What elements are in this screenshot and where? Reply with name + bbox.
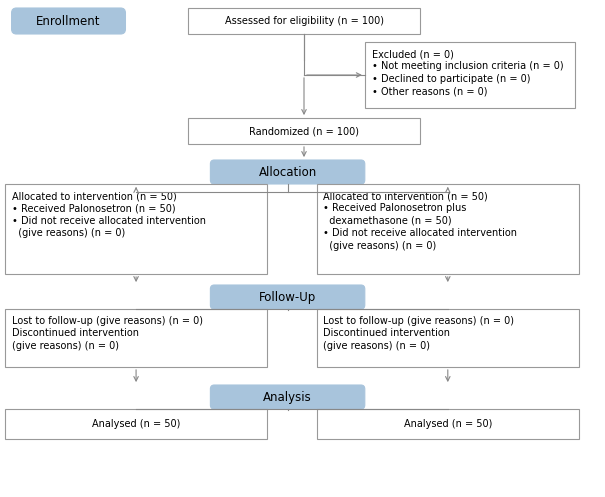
Text: Analysed (n = 50): Analysed (n = 50) [92,419,180,429]
FancyBboxPatch shape [5,184,267,274]
Text: Allocation: Allocation [258,166,317,178]
FancyBboxPatch shape [365,42,575,108]
Text: Allocated to intervention (n = 50)
• Received Palonosetron (n = 50)
• Did not re: Allocated to intervention (n = 50) • Rec… [11,191,206,238]
FancyBboxPatch shape [188,118,420,144]
Text: Analysis: Analysis [263,391,312,404]
FancyBboxPatch shape [211,160,365,184]
Text: Excluded (n = 0)
• Not meeting inclusion criteria (n = 0)
• Declined to particip: Excluded (n = 0) • Not meeting inclusion… [371,49,563,96]
FancyBboxPatch shape [11,8,125,34]
Text: Lost to follow-up (give reasons) (n = 0)
Discontinued intervention
(give reasons: Lost to follow-up (give reasons) (n = 0)… [323,316,514,351]
FancyBboxPatch shape [5,409,267,439]
FancyBboxPatch shape [188,8,420,34]
FancyBboxPatch shape [316,309,579,367]
Text: Follow-Up: Follow-Up [259,291,316,304]
Text: Lost to follow-up (give reasons) (n = 0)
Discontinued intervention
(give reasons: Lost to follow-up (give reasons) (n = 0)… [11,316,203,351]
FancyBboxPatch shape [5,309,267,367]
FancyBboxPatch shape [211,285,365,309]
Text: Randomized (n = 100): Randomized (n = 100) [249,126,359,136]
FancyBboxPatch shape [316,409,579,439]
FancyBboxPatch shape [211,385,365,409]
Text: Allocated to intervention (n = 50)
• Received Palonosetron plus
  dexamethasone : Allocated to intervention (n = 50) • Rec… [323,191,517,250]
FancyBboxPatch shape [316,184,579,274]
Text: Assessed for eligibility (n = 100): Assessed for eligibility (n = 100) [224,16,384,26]
Text: Analysed (n = 50): Analysed (n = 50) [404,419,492,429]
Text: Enrollment: Enrollment [36,14,101,27]
